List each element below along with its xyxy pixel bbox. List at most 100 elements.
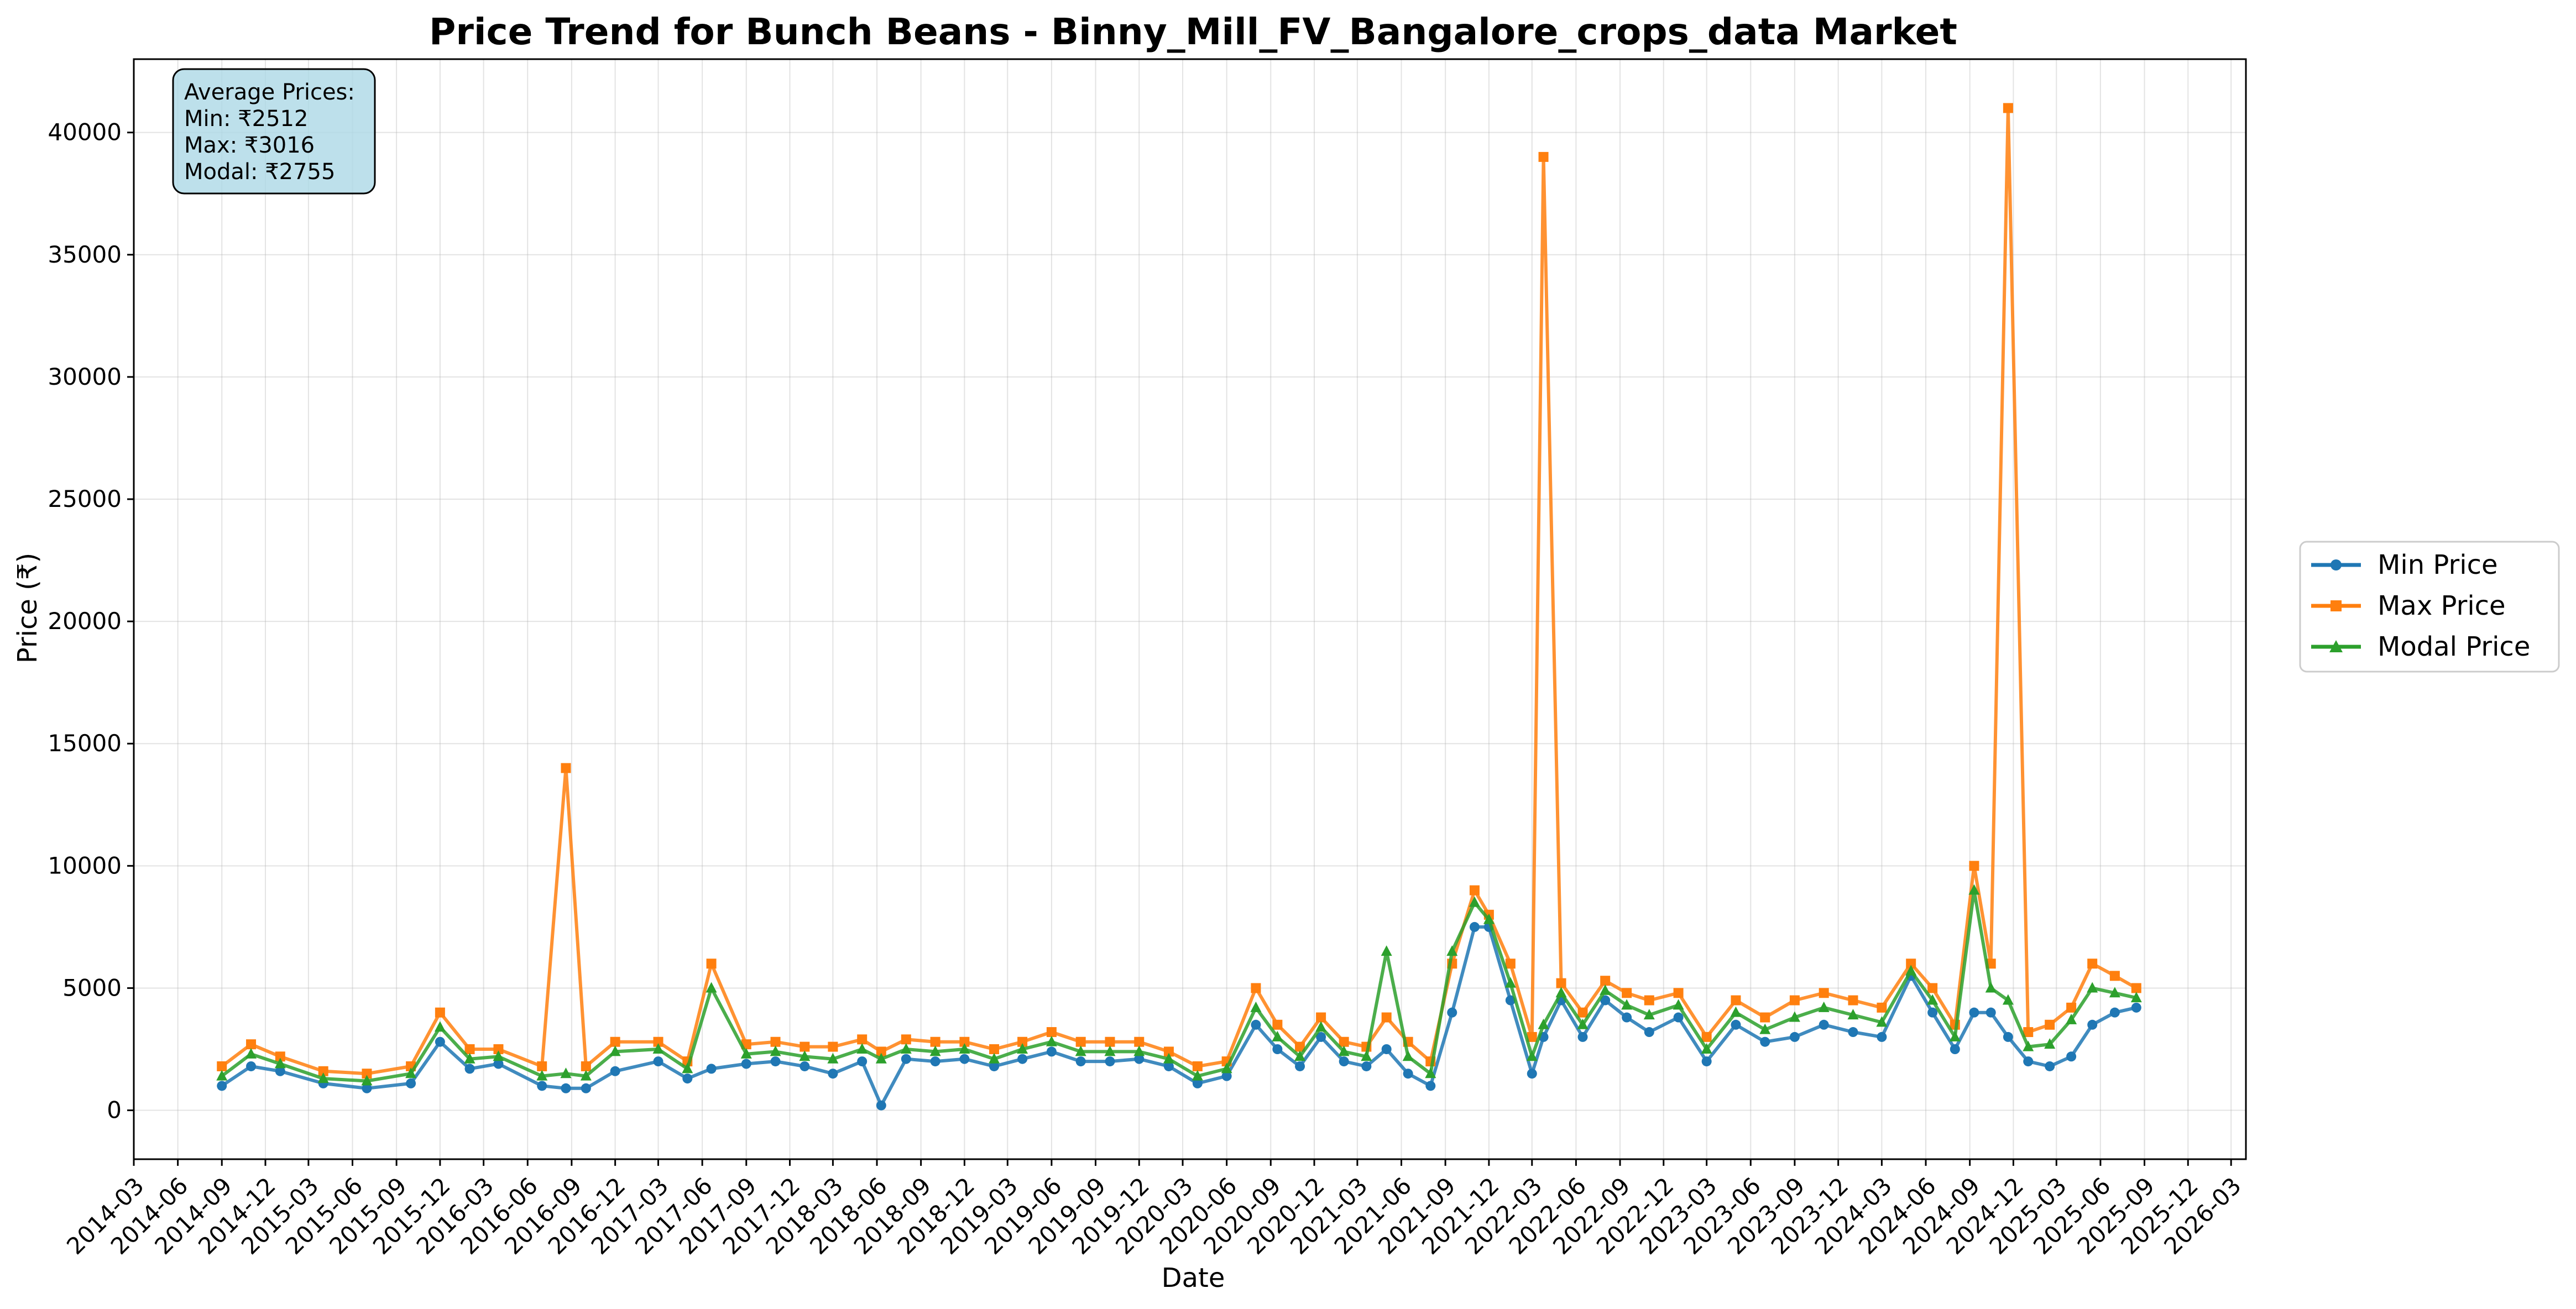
data-point-modal-price (1504, 977, 1516, 988)
data-point-min-price (1600, 995, 1611, 1006)
data-point-min-price (1295, 1061, 1305, 1071)
data-point-min-price (1447, 1007, 1457, 1018)
y-tick-label: 40000 (48, 119, 122, 146)
data-point-max-price (318, 1066, 328, 1076)
data-point-modal-price (580, 1070, 592, 1081)
legend-marker-modal-price (2329, 640, 2343, 652)
y-tick-label: 35000 (48, 241, 122, 268)
data-point-min-price (1381, 1044, 1392, 1054)
data-point-min-price (1927, 1007, 1938, 1018)
data-point-min-price (1046, 1046, 1057, 1057)
data-point-modal-price (1905, 965, 1917, 976)
data-point-min-price (362, 1083, 372, 1093)
data-point-modal-price (493, 1050, 504, 1061)
legend-item-modal-price: Modal Price (2311, 631, 2530, 662)
data-point-min-price (1134, 1054, 1145, 1064)
data-point-modal-price (1017, 1043, 1028, 1054)
data-point-modal-price (1425, 1067, 1436, 1078)
data-point-max-price (1017, 1036, 1028, 1047)
plot-area-frame (133, 58, 2247, 1160)
data-point-min-price (876, 1100, 886, 1111)
data-point-modal-price (1643, 1009, 1655, 1020)
data-point-max-price (1163, 1046, 1174, 1057)
data-point-min-price (2087, 1019, 2098, 1030)
data-point-modal-price (652, 1043, 664, 1054)
data-point-modal-price (740, 1048, 752, 1059)
data-point-min-price (1105, 1056, 1115, 1067)
data-point-max-price (1701, 1032, 1712, 1042)
series-min-price (217, 921, 2141, 1111)
data-point-min-price (1877, 1032, 1887, 1042)
data-point-modal-price (682, 1062, 693, 1074)
data-point-max-price (1927, 983, 1938, 993)
data-point-modal-price (317, 1072, 329, 1083)
data-point-min-price (1731, 1019, 1741, 1030)
data-point-min-price (901, 1054, 911, 1064)
data-point-modal-price (216, 1070, 228, 1081)
data-point-min-price (610, 1066, 620, 1076)
series-layer (216, 103, 2142, 1111)
data-point-max-price (959, 1036, 970, 1047)
data-point-min-price (2023, 1056, 2034, 1067)
data-point-max-price (1075, 1036, 1086, 1047)
data-point-min-price (493, 1059, 504, 1069)
data-point-min-price (1760, 1036, 1770, 1047)
data-point-min-price (1644, 1027, 1654, 1038)
data-point-max-price (1731, 995, 1741, 1006)
legend-frame (2299, 541, 2560, 673)
average-prices-heading: Average Prices: (184, 80, 355, 105)
y-axis: 0 5000 10000 15000 20000 25000 30000 35000 40000 (48, 119, 134, 1124)
data-point-min-price (1673, 1012, 1684, 1023)
data-point-max-price (1505, 959, 1516, 969)
data-point-modal-price (929, 1045, 941, 1056)
data-point-modal-price (706, 982, 717, 993)
data-point-modal-price (1163, 1053, 1174, 1064)
data-point-max-price (1969, 861, 1979, 871)
chart-title: Price Trend for Bunch Beans - Binny_Mill… (429, 11, 1957, 53)
data-point-max-price (1819, 988, 1829, 998)
legend-item-max-price: Max Price (2311, 590, 2506, 621)
data-point-min-price (217, 1081, 227, 1091)
data-point-modal-price (245, 1048, 257, 1059)
data-point-max-price (1527, 1032, 1537, 1042)
data-point-max-price (653, 1036, 663, 1047)
data-point-min-price (930, 1056, 940, 1067)
series-modal-price (216, 884, 2142, 1086)
data-point-min-price (1316, 1032, 1326, 1042)
data-point-modal-price (1759, 1023, 1771, 1034)
data-point-modal-price (1927, 994, 1938, 1005)
data-point-max-price (770, 1036, 781, 1047)
legend: Min Price Max Price Modal Price (2299, 541, 2560, 673)
data-point-modal-price (1104, 1045, 1116, 1056)
data-point-min-price (561, 1083, 571, 1093)
data-point-modal-price (959, 1043, 970, 1054)
y-tick-label: 5000 (62, 974, 122, 1001)
data-point-modal-price (827, 1053, 839, 1064)
data-point-min-price (464, 1064, 475, 1074)
data-point-max-price (1622, 988, 1632, 998)
data-point-modal-price (560, 1067, 572, 1078)
data-point-modal-price (1673, 999, 1684, 1010)
data-point-modal-price (1701, 1043, 1712, 1054)
data-point-modal-price (1338, 1045, 1350, 1056)
data-point-min-price (1848, 1027, 1858, 1038)
data-point-modal-price (1985, 982, 1997, 993)
data-point-min-price (682, 1074, 693, 1084)
data-point-max-price (828, 1041, 838, 1052)
data-point-min-price (1950, 1044, 1960, 1054)
data-point-max-price (561, 763, 571, 773)
data-point-min-price (1577, 1032, 1588, 1042)
data-point-modal-price (1876, 1016, 1888, 1027)
data-point-max-price (1760, 1012, 1770, 1023)
data-point-modal-price (1968, 884, 1980, 895)
data-point-modal-price (274, 1057, 286, 1069)
data-point-modal-price (2023, 1040, 2034, 1051)
legend-label-min-price: Min Price (2378, 549, 2498, 580)
data-point-min-price (959, 1054, 970, 1064)
average-prices-box-background (172, 68, 376, 195)
legend-label-max-price: Max Price (2378, 590, 2506, 621)
data-point-max-price (464, 1044, 475, 1054)
data-point-modal-price (1789, 1011, 1800, 1022)
data-point-modal-price (1600, 984, 1611, 995)
data-point-min-price (1985, 1007, 1996, 1018)
